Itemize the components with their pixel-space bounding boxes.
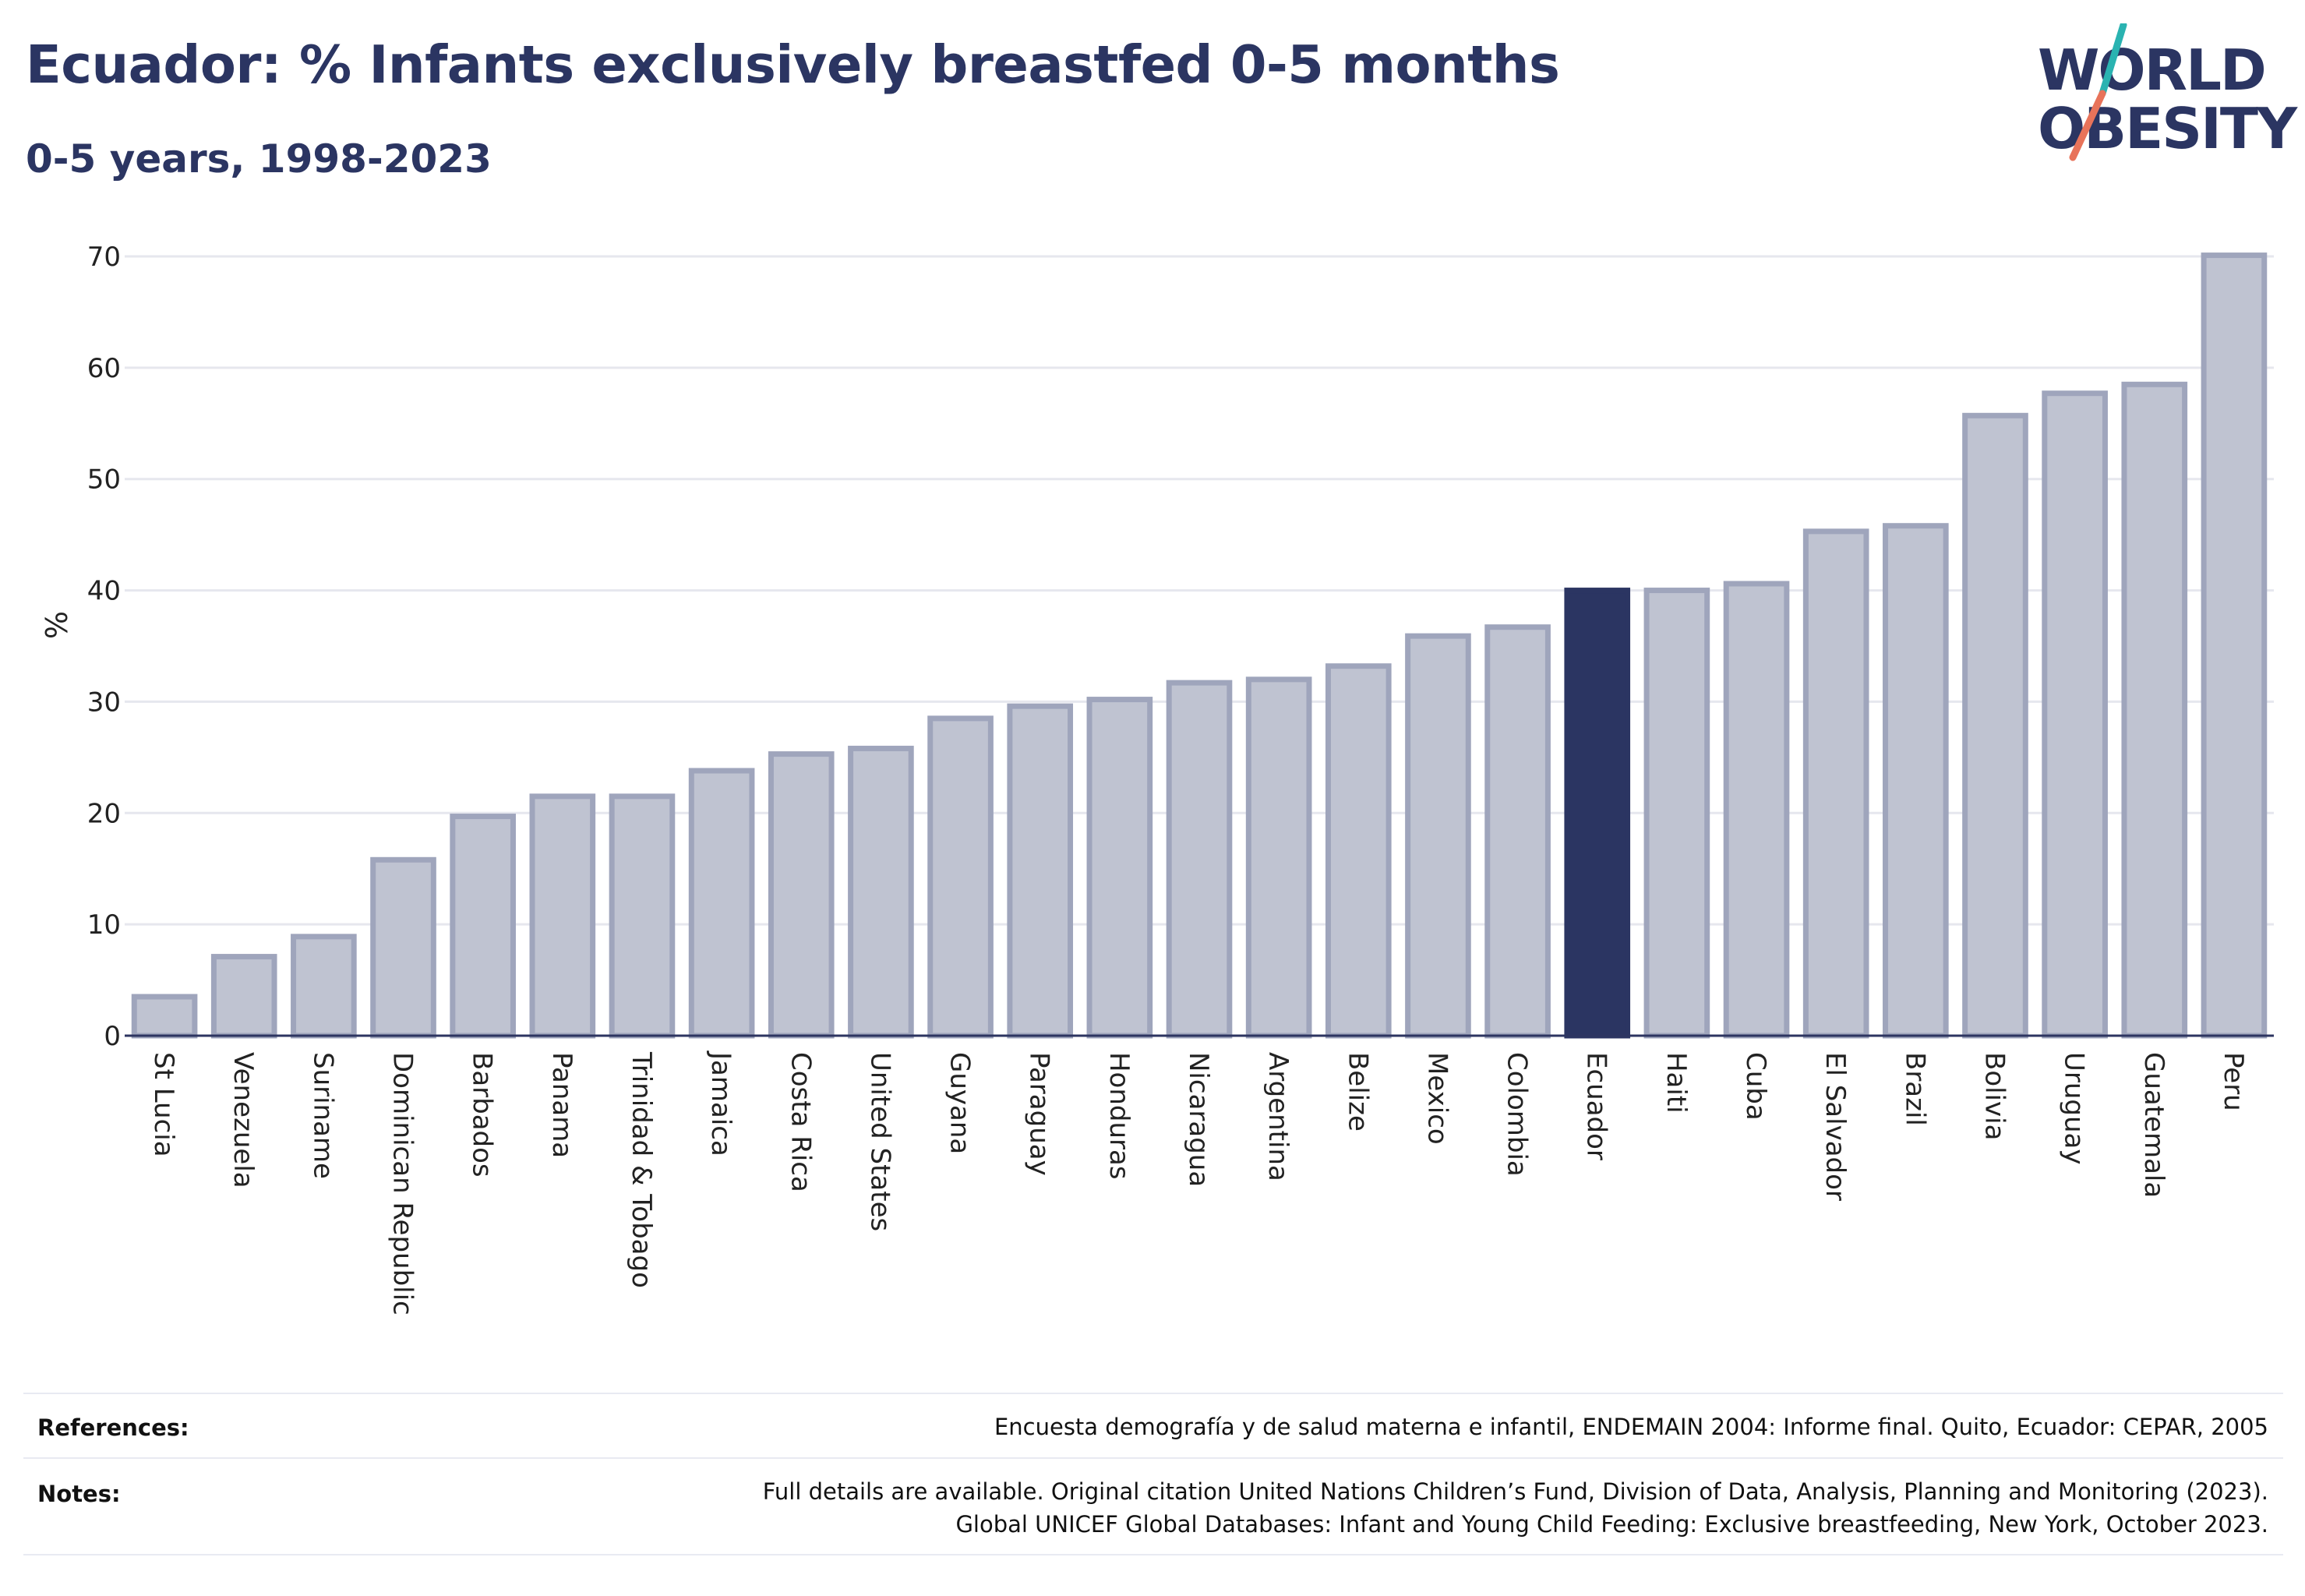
y-tick-label: 60: [87, 353, 121, 384]
chart-title: Ecuador: % Infants exclusively breastfed…: [26, 34, 1560, 95]
bar: [2121, 381, 2188, 1039]
bar: [1086, 697, 1153, 1039]
world-obesity-logo: WORLD OBESITY: [2038, 23, 2299, 161]
y-tick-label: 30: [87, 687, 121, 718]
notes-label: Notes:: [37, 1481, 121, 1507]
bars: [131, 252, 2268, 1039]
x-tick-label: Dominican Republic: [387, 1052, 418, 1315]
bar: [1883, 523, 1949, 1039]
bar: [1405, 633, 1471, 1039]
bar: [848, 745, 914, 1039]
bar: [1643, 588, 1710, 1039]
y-axis-label: %: [38, 611, 72, 639]
x-tick-label: St Lucia: [148, 1052, 179, 1157]
x-tick-label: Nicaragua: [1183, 1052, 1214, 1187]
x-tick-label: Brazil: [1899, 1052, 1930, 1126]
x-tick-label: Argentina: [1262, 1052, 1294, 1181]
x-tick-label: Uruguay: [2059, 1052, 2090, 1165]
x-tick-label: Bolivia: [1978, 1052, 2010, 1140]
x-tick-label: Panama: [546, 1052, 577, 1158]
x-tick-label: Guyana: [944, 1052, 976, 1154]
logo-slash-coral: [2069, 90, 2106, 161]
chart-subtitle: 0-5 years, 1998-2023: [26, 136, 492, 182]
x-tick-label: Colombia: [1502, 1052, 1533, 1177]
logo-slash-teal: [2099, 23, 2127, 97]
notes-text: Full details are available. Original cit…: [763, 1475, 2268, 1541]
bar: [1245, 676, 1312, 1039]
footer-divider-middle: [23, 1457, 2283, 1459]
x-tick-label: Mexico: [1421, 1052, 1453, 1145]
y-tick-label: 20: [87, 798, 121, 829]
footer-divider-bottom: [23, 1554, 2283, 1555]
x-tick-label: Paraguay: [1024, 1052, 1055, 1176]
x-tick-label: Haiti: [1661, 1052, 1692, 1114]
x-tick-label: Guatemala: [2138, 1052, 2169, 1198]
bar: [131, 994, 198, 1039]
bar-highlight: [1564, 588, 1631, 1039]
x-tick-label: Belize: [1342, 1052, 1373, 1132]
x-tick-label: Barbados: [467, 1052, 498, 1178]
bar: [768, 751, 835, 1039]
bar: [1484, 624, 1551, 1039]
bar: [2201, 252, 2268, 1039]
x-tick-label: Honduras: [1103, 1052, 1135, 1180]
y-tick-label: 10: [87, 909, 121, 941]
notes-line-1: Full details are available. Original cit…: [762, 1478, 2268, 1505]
footer-divider-top: [23, 1393, 2283, 1394]
bar: [1325, 663, 1392, 1039]
notes-line-2: Global UNICEF Global Databases: Infant a…: [955, 1511, 2268, 1538]
bar: [370, 856, 436, 1039]
y-tick-labels: 0 10 20 30 40 50 60 70: [87, 242, 121, 1052]
x-tick-label: Peru: [2218, 1052, 2249, 1111]
x-tick-label: Costa Rica: [785, 1052, 816, 1192]
bar: [529, 793, 596, 1039]
y-tick-label: 0: [104, 1021, 121, 1052]
y-tick-label: 40: [87, 576, 121, 607]
bar: [609, 793, 676, 1039]
x-tick-label: Jamaica: [705, 1050, 736, 1156]
references-text: Encuesta demografía y de salud materna e…: [994, 1414, 2268, 1440]
bar: [1962, 412, 2028, 1039]
bar: [1723, 581, 1790, 1039]
bar: [1166, 680, 1233, 1039]
bar: [1007, 703, 1074, 1039]
x-tick-label: Suriname: [307, 1052, 338, 1179]
x-tick-label: Venezuela: [228, 1052, 259, 1188]
x-tick-label: El Salvador: [1820, 1052, 1851, 1201]
bar: [1802, 528, 1869, 1039]
x-tick-label: Trinidad & Tobago: [626, 1051, 657, 1288]
bar: [450, 814, 516, 1039]
bar: [291, 934, 357, 1039]
logo-text-obesity: OBESITY: [2038, 96, 2298, 161]
y-tick-label: 70: [87, 242, 121, 273]
bar: [688, 768, 755, 1039]
y-tick-label: 50: [87, 464, 121, 496]
references-label: References:: [37, 1414, 189, 1441]
bar: [210, 954, 277, 1039]
bar-chart: 0 10 20 30 40 50 60 70 St Lucia Venezuela Surinam…: [38, 242, 2274, 1315]
x-tick-label: Ecuador: [1581, 1052, 1612, 1160]
bar: [2042, 390, 2108, 1039]
bar: [927, 715, 994, 1039]
x-tick-label: United States: [864, 1052, 895, 1231]
x-tick-labels: St Lucia Venezuela Suriname Dominican Repub…: [148, 1050, 2249, 1315]
x-tick-label: Cuba: [1740, 1052, 1771, 1121]
logo-text-world: WORLD: [2038, 37, 2265, 103]
